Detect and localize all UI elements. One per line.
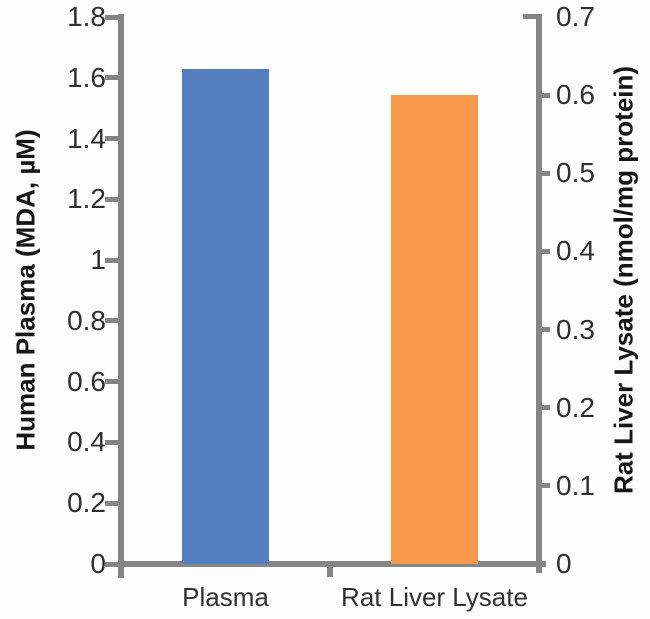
right-axis-tick bbox=[539, 92, 550, 98]
right-axis-top-cap bbox=[523, 14, 539, 19]
right-axis-tick-label: 0 bbox=[556, 548, 572, 579]
category-label: Rat Liver Lysate bbox=[341, 582, 528, 612]
left-axis-tick bbox=[105, 196, 121, 202]
right-axis-tick-label: 0.6 bbox=[556, 79, 595, 111]
left-axis-tick bbox=[105, 14, 121, 20]
bar-plasma bbox=[182, 68, 269, 564]
left-axis-title: Human Plasma (MDA, µM) bbox=[10, 129, 41, 451]
left-axis-tick-label: 0.6 bbox=[67, 365, 106, 397]
right-axis-tick bbox=[539, 405, 550, 411]
right-axis-tick bbox=[539, 248, 550, 254]
left-axis-line bbox=[118, 14, 124, 578]
left-axis-tick bbox=[105, 257, 121, 263]
x-axis-mid-tick bbox=[327, 561, 333, 577]
right-axis-tick bbox=[539, 483, 550, 489]
left-axis-tick-label: 1.2 bbox=[67, 183, 106, 215]
right-axis-tick bbox=[539, 170, 550, 176]
category-label: Plasma bbox=[182, 582, 269, 612]
left-axis-tick-label: 1.4 bbox=[67, 122, 106, 154]
left-axis-tick bbox=[105, 75, 121, 81]
bar-rat-liver-lysate bbox=[391, 95, 478, 564]
left-axis-tick bbox=[105, 136, 121, 142]
right-axis-tick-label: 0.2 bbox=[556, 391, 595, 423]
right-axis-tick-label: 0.5 bbox=[556, 157, 595, 189]
left-axis-tick-label: 1.6 bbox=[67, 61, 106, 93]
left-axis-tick bbox=[105, 318, 121, 324]
right-axis-tick bbox=[539, 327, 550, 333]
left-axis-tick bbox=[105, 439, 121, 445]
left-axis-tick bbox=[105, 500, 121, 506]
left-axis-tick-label: 0.2 bbox=[67, 487, 106, 519]
right-axis-tick-label: 0.4 bbox=[556, 235, 595, 267]
left-axis-tick-label: 0 bbox=[90, 548, 106, 579]
left-axis-tick-label: 0.4 bbox=[67, 426, 106, 458]
left-axis-tick-label: 1.8 bbox=[67, 1, 106, 32]
right-axis-tick-label: 0.1 bbox=[556, 469, 595, 501]
right-axis-tick-label: 0.3 bbox=[556, 313, 595, 345]
right-axis-line bbox=[536, 14, 542, 573]
left-axis-tick-label: 0.8 bbox=[67, 304, 106, 336]
left-axis-tick bbox=[105, 379, 121, 385]
left-axis-tick bbox=[105, 561, 121, 567]
left-axis-tick-label: 1 bbox=[90, 244, 106, 276]
right-axis-tick-label: 0.7 bbox=[556, 1, 595, 32]
right-axis-title: Rat Liver Lysate (nmol/mg protein) bbox=[608, 65, 639, 495]
